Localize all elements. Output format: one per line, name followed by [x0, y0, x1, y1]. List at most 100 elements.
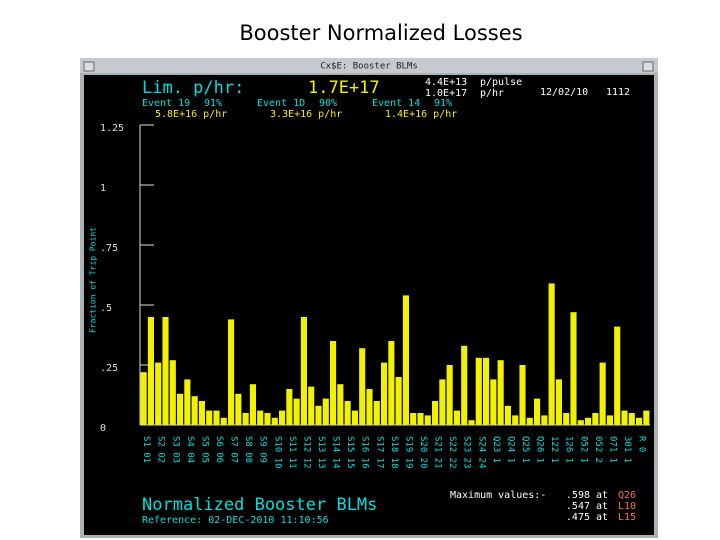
event-name: Event 19 [142, 98, 190, 109]
x-tick-label: Q23 1 [491, 436, 501, 463]
bar [402, 295, 409, 425]
event-percent: 91% [204, 98, 222, 109]
y-tick-label: 1 [100, 183, 106, 194]
y-tick-label: .25 [100, 363, 118, 374]
bar [548, 283, 555, 425]
x-tick-label: Q25 1 [520, 436, 530, 463]
x-tick-label: S13 13 [316, 436, 326, 469]
display [84, 75, 654, 535]
x-tick-label: S9 09 [258, 436, 268, 463]
bar [373, 401, 380, 425]
max-values: .598 at Q26 .547 at L10 .475 at L15 [566, 490, 636, 523]
bar [395, 377, 402, 425]
max-at: at [596, 490, 608, 501]
x-tick-label: S21 21 [433, 436, 443, 469]
event-name: Event 14 [372, 98, 420, 109]
x-tick-label: S23 23 [462, 436, 472, 469]
max-label: Maximum values:- [450, 490, 546, 501]
bar [563, 413, 570, 425]
y-axis-label: Fraction of Trip Point [89, 227, 98, 333]
x-tick-label: 071 1 [607, 436, 617, 463]
max-location: L10 [618, 501, 636, 512]
y-tick-label: 1.25 [100, 123, 124, 134]
bar [322, 398, 329, 425]
x-tick-label: 301 1 [622, 436, 632, 463]
date: 12/02/10 [540, 87, 588, 98]
x-tick-label: R 0 [637, 436, 647, 452]
bar [439, 379, 446, 425]
bar [308, 386, 315, 425]
x-tick-label: S11 11 [287, 436, 297, 469]
bar [337, 384, 344, 425]
bar [279, 410, 286, 425]
x-tick-label: S3 03 [170, 436, 180, 463]
intensity-value: 4.4E+13 [425, 77, 467, 88]
bar [453, 410, 460, 425]
window-menu-button[interactable] [83, 61, 95, 72]
bar [249, 384, 256, 425]
x-tick-label: S7 07 [229, 436, 239, 463]
bar [300, 317, 307, 425]
bar [410, 413, 417, 425]
max-at: at [596, 501, 608, 512]
limit-value: 1.7E+17 [308, 78, 380, 98]
x-tick-label: S19 19 [403, 436, 413, 469]
x-tick-label: Q24 1 [505, 436, 515, 463]
bar [483, 357, 490, 425]
x-tick-label: S22 22 [447, 436, 457, 469]
time: 1112 [606, 87, 630, 98]
x-tick-label: S10 10 [272, 436, 282, 469]
bar [497, 360, 504, 425]
bar [271, 417, 278, 425]
bar [621, 410, 628, 425]
bar [468, 420, 475, 425]
bar [198, 401, 205, 425]
bar [519, 365, 526, 425]
bar [242, 413, 249, 425]
bar [330, 341, 337, 425]
bar [213, 410, 220, 425]
window-maximize-button[interactable] [642, 61, 654, 72]
bar [643, 410, 650, 425]
bar [257, 410, 264, 425]
bar [381, 362, 388, 425]
bar [475, 357, 482, 425]
bar [140, 372, 147, 425]
bar [490, 379, 497, 425]
bar [446, 365, 453, 425]
slide-title: Booster Normalized Losses [239, 21, 522, 45]
max-location: Q26 [618, 490, 636, 501]
bar [577, 420, 584, 425]
bar [177, 393, 184, 425]
bar [628, 413, 635, 425]
bar [315, 405, 322, 425]
window-title: Cx$E: Booster BLMs [320, 62, 418, 72]
event-percent: 90% [319, 98, 337, 109]
x-tick-label: S18 18 [389, 436, 399, 469]
bar [636, 417, 643, 425]
x-tick-label: S6 06 [214, 436, 224, 463]
bar [220, 417, 227, 425]
x-tick-label: S2 02 [156, 436, 166, 463]
intensity-unit: p/hr [480, 88, 504, 99]
x-tick-label: S15 15 [345, 436, 355, 469]
title-bar [80, 58, 658, 73]
bar [155, 362, 162, 425]
bar [184, 379, 191, 425]
bar [366, 389, 373, 425]
bar [359, 348, 366, 425]
bar [541, 415, 548, 425]
bar [461, 345, 468, 425]
plot: 0 .25 .5 .75 1 1.25 S1 01 S2 02 S3 03 S4 04 S5 05 S… [100, 123, 650, 469]
x-tick-label: 122 1 [549, 436, 559, 463]
y-tick-label: .5 [100, 303, 112, 314]
intensity-value: 1.0E+17 [425, 88, 467, 99]
max-value: .547 [566, 501, 590, 512]
bar [228, 319, 235, 425]
bar [592, 413, 599, 425]
x-tick-label: S5 05 [199, 436, 209, 463]
bar [191, 396, 198, 425]
reference: Reference: 02-DEC-2010 11:10:56 [142, 515, 329, 526]
